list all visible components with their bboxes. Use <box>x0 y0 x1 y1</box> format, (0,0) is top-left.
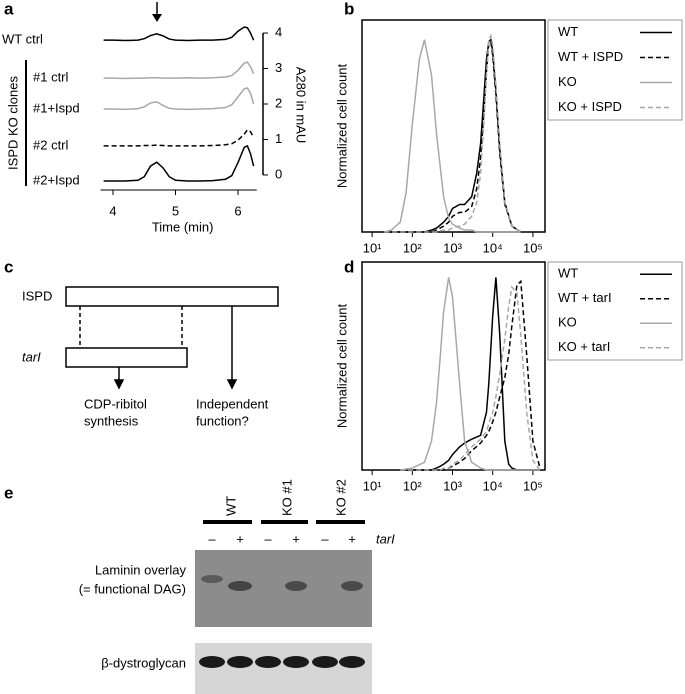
x-tick-label: 10⁵ <box>523 478 543 493</box>
y-axis-label: Normalized cell count <box>334 303 349 428</box>
lane-label: KO #2 <box>333 479 348 516</box>
sign: – <box>208 531 216 546</box>
diagram <box>65 286 279 390</box>
lane-label: WT <box>223 496 238 516</box>
legend-frame <box>547 19 683 121</box>
series-line <box>400 277 540 471</box>
output-label: function? <box>196 413 249 428</box>
row-label: (= functional DAG) <box>79 581 186 596</box>
trace-label: #2 ctrl <box>33 137 69 152</box>
trace-label: #1 ctrl <box>33 70 69 85</box>
y-tick-label: 3 <box>275 60 282 75</box>
y-tick-label: 4 <box>275 24 282 39</box>
y-tick-label: 0 <box>275 166 282 181</box>
x-tick-label: 10² <box>403 478 422 493</box>
legend-label: WT <box>558 266 578 281</box>
gene-label: ISPD <box>22 288 52 303</box>
series-line <box>103 61 255 80</box>
legend-frame <box>547 261 683 361</box>
legend-label: KO <box>558 74 577 89</box>
gene-label: tarI <box>22 349 41 364</box>
x-tick-label: 10² <box>403 240 422 255</box>
treatment-label: tarI <box>376 531 395 546</box>
trace-label: WT ctrl <box>2 32 43 47</box>
series-line <box>103 144 255 182</box>
x-tick-label: 4 <box>109 203 116 218</box>
sign: + <box>236 531 244 546</box>
blot <box>195 520 372 694</box>
sign: + <box>348 531 356 546</box>
sign: + <box>292 531 300 546</box>
series-line <box>103 128 255 147</box>
legend-label: WT + tarI <box>558 290 612 305</box>
x-tick-label: 10⁵ <box>523 240 543 255</box>
panel-label: d <box>344 257 354 276</box>
x-tick-label: 10⁴ <box>483 240 503 255</box>
group-label: ISPD KO clones <box>5 76 20 170</box>
trace-label: #1+Ispd <box>33 100 80 115</box>
x-tick-label: 6 <box>234 203 241 218</box>
series-line <box>400 277 540 471</box>
series-line <box>103 87 255 111</box>
series-line <box>400 285 541 471</box>
plot-frame <box>361 261 546 471</box>
panel-label: a <box>4 0 14 18</box>
x-tick-label: 5 <box>172 203 179 218</box>
series-line <box>103 26 255 42</box>
series-line <box>384 39 521 233</box>
x-tick-label: 10³ <box>443 240 462 255</box>
panel-label: b <box>344 0 354 18</box>
sign: – <box>321 531 329 546</box>
series-line <box>384 33 522 233</box>
y-axis-label: Normalized cell count <box>334 63 349 188</box>
y-tick-label: 1 <box>275 131 282 146</box>
x-tick-label: 10¹ <box>363 240 382 255</box>
lane-label: KO #1 <box>279 479 294 516</box>
output-label: Independent <box>196 396 269 411</box>
output-label: CDP-ribitol <box>84 396 147 411</box>
legend-label: KO + ISPD <box>558 99 622 114</box>
x-tick-label: 10⁴ <box>483 478 503 493</box>
panel-label: c <box>4 257 13 276</box>
panel-label: e <box>4 483 13 502</box>
sign: – <box>264 531 272 546</box>
row-label: Laminin overlay <box>95 562 187 577</box>
y-axis-label: A280 in mAU <box>294 67 309 144</box>
legend-label: KO + tarI <box>558 339 610 354</box>
y-tick-label: 2 <box>275 95 282 110</box>
x-tick-label: 10¹ <box>363 478 382 493</box>
legend-label: WT <box>558 24 578 39</box>
row-label: β-dystroglycan <box>101 655 186 670</box>
arrow <box>152 2 162 22</box>
legend-label: KO <box>558 315 577 330</box>
trace-label: #2+Ispd <box>33 172 80 187</box>
legend-label: WT + ISPD <box>558 49 623 64</box>
plot-frame <box>361 19 546 233</box>
x-tick-label: 10³ <box>443 478 462 493</box>
output-label: synthesis <box>84 413 139 428</box>
x-axis-label: Time (min) <box>152 219 214 234</box>
